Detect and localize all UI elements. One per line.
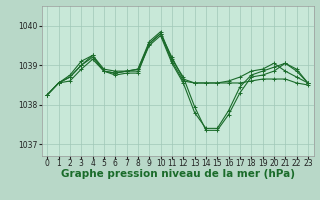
X-axis label: Graphe pression niveau de la mer (hPa): Graphe pression niveau de la mer (hPa) — [60, 169, 295, 179]
